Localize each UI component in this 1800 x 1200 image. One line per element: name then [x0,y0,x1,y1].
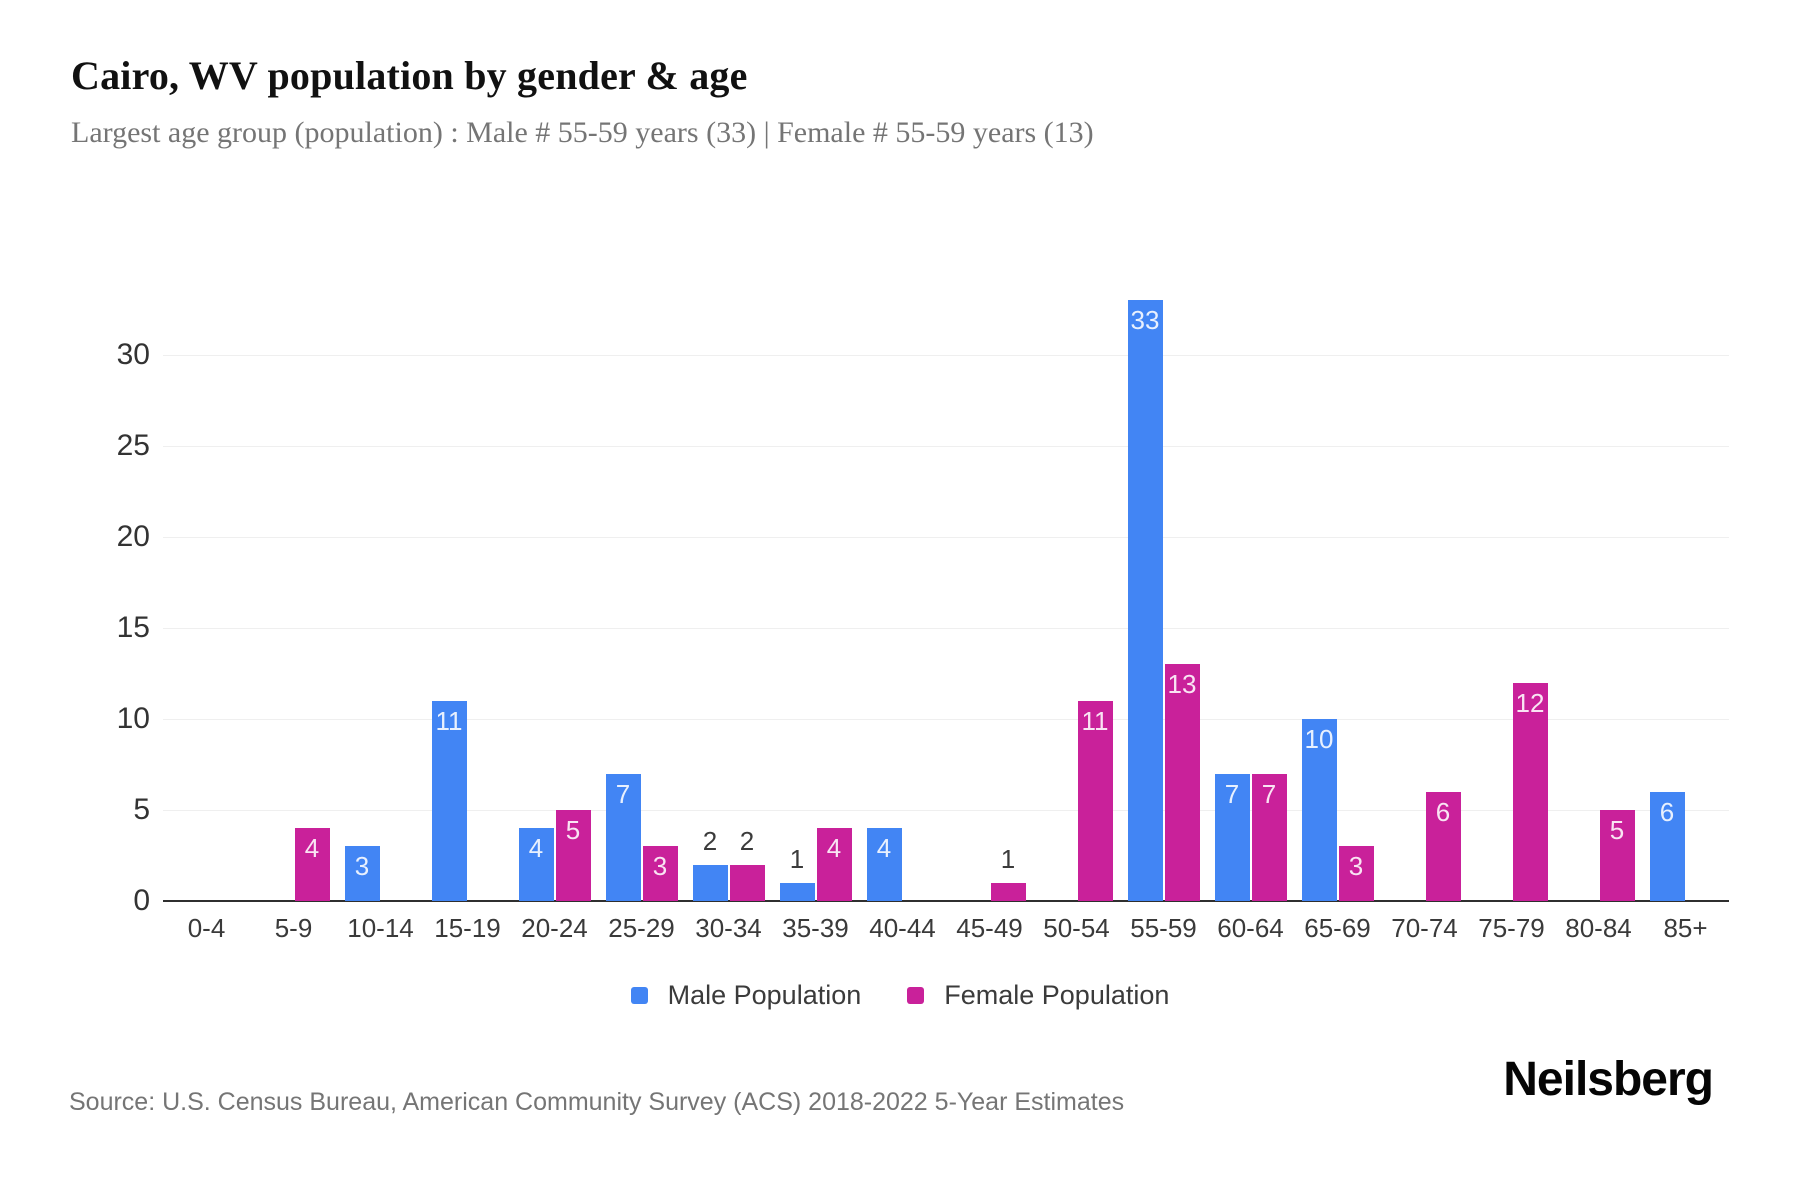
female-bar[interactable]: 12 [1512,682,1548,901]
x-tick-label: 65-69 [1304,913,1371,943]
x-tick-label: 0-4 [187,913,226,943]
bar-value-label: 2 [739,825,755,856]
female-bar[interactable] [729,864,765,901]
male-bar[interactable]: 6 [1649,791,1685,901]
gridline [163,719,1729,720]
x-tick-label: 85+ [1663,913,1708,943]
source-text: Source: U.S. Census Bureau, American Com… [69,1088,1125,1116]
male-bar[interactable] [692,864,728,901]
male-bar[interactable] [779,882,815,901]
bar-value-label: 33 [1130,305,1160,336]
bar-value-label: 3 [652,851,668,882]
x-tick-label: 75-79 [1478,913,1545,943]
male-bar[interactable]: 3 [344,846,380,901]
brand-logo: Neilsberg [1503,1053,1714,1106]
female-bar[interactable]: 4 [294,828,330,901]
male-bar[interactable]: 33 [1127,300,1163,901]
bar-value-label: 1 [1000,843,1016,874]
legend-swatch [907,987,925,1004]
x-tick-label: 10-14 [347,913,414,943]
chart-title: Cairo, WV population by gender & age [71,53,748,98]
x-tick-label: 30-34 [695,913,762,943]
legend-label: Male Population [667,980,862,1010]
bar-value-label: 6 [1435,796,1451,827]
plot-area: 0-4 5-9 4 10-14 3 15-19 11 20-24 4 5 25-29 7 3 30-34 2… [163,255,1729,943]
y-tick-label: 20 [116,520,150,553]
y-tick-label: 10 [116,702,150,735]
x-axis-line [163,900,1729,902]
legend-item[interactable]: Male Population [630,980,862,1011]
male-bar[interactable]: 4 [866,828,902,901]
bar-value-label: 6 [1659,796,1675,827]
y-axis-labels: 0 5 10 15 20 25 30 [50,255,150,916]
bar-value-label: 7 [615,778,631,809]
x-tick-label: 55-59 [1130,913,1197,943]
x-tick-label: 40-44 [869,913,936,943]
gridline [163,810,1729,811]
female-bar[interactable]: 3 [642,846,678,901]
bar-value-label: 10 [1304,724,1334,754]
bar-value-label: 11 [1081,705,1109,736]
female-bar[interactable]: 4 [816,828,852,901]
x-tick-label: 80-84 [1565,913,1632,943]
female-bar[interactable]: 5 [1599,810,1635,901]
y-tick-label: 5 [133,793,150,826]
male-bar[interactable]: 10 [1301,719,1337,901]
x-tick-label: 50-54 [1043,913,1110,943]
female-bar[interactable] [990,882,1026,901]
male-bar[interactable]: 11 [431,700,467,901]
male-bar[interactable]: 4 [518,828,554,901]
bar-value-label: 3 [354,851,370,882]
bar-value-label: 11 [435,705,463,736]
female-bar[interactable]: 7 [1251,773,1287,901]
bar-value-label: 2 [702,825,718,856]
bar-value-label: 1 [789,843,805,874]
x-tick-label: 70-74 [1391,913,1458,943]
bar-value-label: 5 [565,815,581,845]
legend-label: Female Population [944,980,1170,1010]
bar-value-label: 7 [1224,778,1240,809]
x-tick-label: 15-19 [434,913,501,943]
bar-value-label: 12 [1515,687,1545,718]
male-bar[interactable]: 7 [605,773,641,901]
female-bar[interactable]: 13 [1164,664,1200,901]
x-tick-label: 5-9 [274,913,313,943]
gridline [163,446,1729,447]
y-tick-label: 0 [133,884,150,917]
female-bar[interactable]: 11 [1077,700,1113,901]
y-tick-label: 25 [116,429,150,462]
gridline [163,355,1729,356]
legend: Male Population Female Population [0,980,1800,1011]
female-bar[interactable]: 6 [1425,791,1461,901]
y-tick-label: 15 [116,611,150,644]
bar-value-label: 7 [1261,778,1277,809]
chart-subtitle: Largest age group (population) : Male # … [71,116,1094,149]
female-bar[interactable]: 3 [1338,846,1374,901]
female-bar[interactable]: 5 [555,810,591,901]
bar-value-label: 4 [304,833,320,864]
bar-value-label: 4 [826,833,842,864]
bar-value-label: 4 [528,833,544,864]
bar-value-label: 4 [876,833,892,864]
bar-value-label: 3 [1348,851,1364,882]
bar-value-label: 13 [1167,669,1197,700]
gridline [163,628,1729,629]
legend-swatch [630,987,648,1004]
bar-value-label: 5 [1609,815,1625,845]
x-tick-label: 45-49 [956,913,1023,943]
gridline [163,537,1729,538]
legend-item[interactable]: Female Population [907,980,1169,1011]
x-tick-label: 25-29 [608,913,675,943]
x-tick-label: 35-39 [782,913,849,943]
x-tick-label: 60-64 [1217,913,1284,943]
y-tick-label: 30 [116,338,150,371]
x-tick-label: 20-24 [521,913,588,943]
male-bar[interactable]: 7 [1214,773,1250,901]
